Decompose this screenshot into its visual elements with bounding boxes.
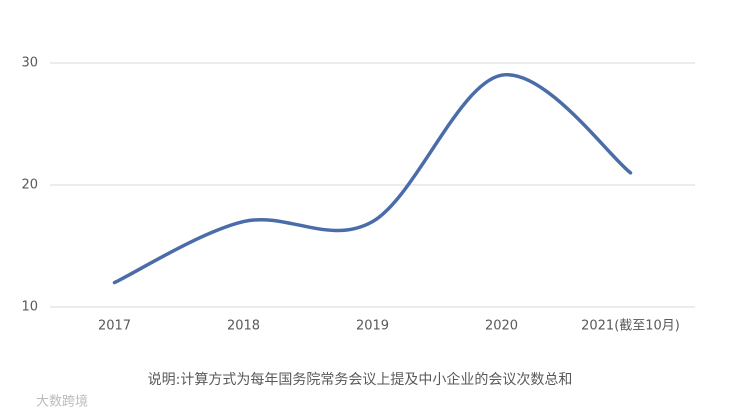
x-tick-label: 2018 xyxy=(227,319,260,334)
x-tick-label: 2021(截至10月) xyxy=(581,319,680,334)
data-line xyxy=(112,73,633,285)
y-tick-label: 30 xyxy=(21,56,38,71)
y-tick-label: 10 xyxy=(21,300,38,315)
watermark: 大数跨境 xyxy=(36,395,88,410)
y-tick-label: 20 xyxy=(21,178,38,193)
x-tick-label: 2017 xyxy=(98,319,131,334)
chart-note: 说明:计算方式为每年国务院常务会议上提及中小企业的会议次数总和 xyxy=(148,371,573,388)
x-tick-label: 2019 xyxy=(356,319,389,334)
x-tick-label: 2020 xyxy=(485,319,518,334)
